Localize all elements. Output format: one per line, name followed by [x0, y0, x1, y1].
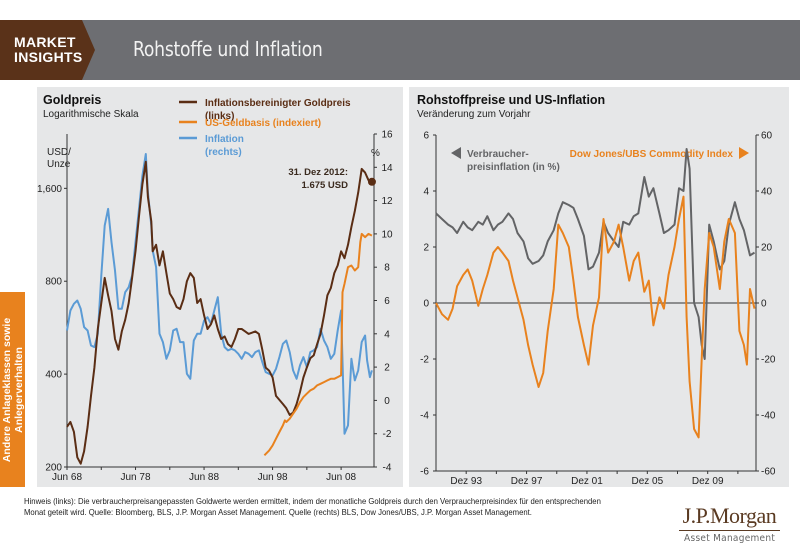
annotation-line1: 31. Dez 2012:	[288, 167, 348, 178]
badge-text: MARKET INSIGHTS	[14, 35, 83, 65]
y-right-tick-label: -40	[761, 411, 776, 422]
x-tick-label: Dez 09	[692, 476, 724, 487]
footnote-line1: Hinweis (links): Die verbraucherpreisang…	[24, 496, 601, 506]
sidebar-tab-line2: Anlegerverhalten	[12, 346, 25, 433]
legend-label: (links)	[205, 111, 234, 122]
gold-chart: Goldpreis Logarithmische Skala USD/ Unze…	[37, 93, 393, 484]
series-line-geldbasis	[263, 232, 373, 456]
x-tick-label: Jun 68	[52, 472, 82, 483]
series-lines	[435, 148, 756, 439]
badge-arrow	[82, 20, 95, 80]
y-left-tick-label: 800	[45, 277, 62, 288]
market-insights-badge	[0, 20, 82, 80]
y-left-tick-label: 400	[45, 370, 62, 381]
y-right-tick-label: 60	[761, 131, 773, 142]
x-tick-label: Jun 08	[326, 472, 356, 483]
y-right-tick-label: 4	[384, 329, 390, 340]
page-title: Rohstoffe und Inflation	[133, 37, 323, 61]
y-left-tick-label: 200	[45, 463, 62, 474]
y-right-tick-label: 40	[761, 187, 773, 198]
y-right-tick-label: 14	[381, 163, 393, 174]
x-tick-label: Jun 88	[189, 472, 219, 483]
y-right-tick-label: 6	[384, 296, 390, 307]
y-right-tick-label: 0	[761, 299, 767, 310]
left-arrow-icon	[451, 147, 461, 159]
series-line-commodity	[435, 195, 756, 439]
y-right-tick-label: 20	[761, 243, 773, 254]
y-right-tick-label: 0	[384, 396, 390, 407]
header-bar	[0, 20, 800, 80]
y-left-tick-label: 1,600	[37, 184, 62, 195]
y-left-tick-label: -2	[420, 355, 429, 366]
axes: 200 400 800 1,600 -4 -2 0 2 4 6 8 10 12 14 16 Jun 68 Jun…	[37, 130, 393, 484]
commodity-chart-panel: Rohstoffpreise und US-Inflation Veränder…	[409, 87, 789, 487]
legend: Verbraucher-preisinflation (in %) Dow Jon…	[451, 147, 749, 173]
y-left-tick-label: 6	[423, 131, 429, 142]
logo-subtitle: Asset Management	[683, 533, 775, 544]
chart-title: Rohstoffpreise und US-Inflation	[417, 93, 605, 107]
y-left-tick-label: 0	[423, 299, 429, 310]
x-tick-label: Jun 78	[121, 472, 151, 483]
y-left-label-line2: Unze	[47, 159, 71, 170]
sidebar-section-tab[interactable]: Andere Anlageklassen sowie Anlegerverhal…	[0, 292, 25, 487]
y-right-unit: %	[371, 148, 380, 159]
legend-label: (rechts)	[205, 147, 242, 158]
y-right-tick-label: 16	[381, 130, 393, 141]
legend-label: Inflation	[205, 134, 244, 145]
x-tick-label: Dez 93	[450, 476, 482, 487]
logo-wordmark: J.P.Morgan	[678, 503, 780, 531]
sidebar-tab-line1: Andere Anlageklassen sowie	[0, 317, 13, 462]
y-right-tick-label: -20	[761, 355, 776, 366]
sidebar-tab-label: Andere Anlageklassen sowie Anlegerverhal…	[1, 317, 25, 461]
chart-subtitle: Logarithmische Skala	[43, 109, 139, 120]
gold-chart-panel: Goldpreis Logarithmische Skala USD/ Unze…	[37, 87, 403, 487]
commodity-chart: Rohstoffpreise und US-Inflation Veränder…	[417, 93, 776, 488]
y-right-tick-label: -2	[383, 429, 392, 440]
y-left-tick-label: -4	[420, 411, 429, 422]
x-tick-label: Dez 97	[511, 476, 543, 487]
chart-subtitle: Veränderung zum Vorjahr	[417, 109, 531, 120]
legend-label: US-Geldbasis (indexiert)	[205, 118, 321, 129]
badge-line2: INSIGHTS	[14, 49, 83, 65]
legend-label: Dow Jones/UBS Commodity Index	[570, 149, 734, 160]
y-right-tick-label: 10	[381, 229, 393, 240]
series-line-inflation	[66, 153, 373, 435]
y-left-tick-label: -6	[420, 467, 429, 478]
footnote: Hinweis (links): Die verbraucherpreisang…	[24, 496, 619, 518]
y-right-tick-label: 2	[384, 363, 390, 374]
y-left-label-line1: USD/	[47, 147, 71, 158]
series-lines	[66, 153, 376, 465]
jpmorgan-logo: J.P.Morgan Asset Management	[678, 503, 780, 544]
x-tick-label: Dez 01	[571, 476, 603, 487]
badge-line1: MARKET	[14, 34, 76, 50]
endpoint-marker	[367, 177, 376, 186]
x-tick-label: Dez 05	[631, 476, 663, 487]
legend-label: Inflationsbereinigter Goldpreis	[205, 98, 351, 109]
legend-label: Verbraucher-	[467, 149, 529, 160]
y-right-tick-label: -60	[761, 467, 776, 478]
legend: Inflationsbereinigter Goldpreis (links)US…	[179, 98, 351, 158]
footnote-line2: Monat geteilt wird. Quelle: Bloomberg, B…	[24, 507, 532, 517]
legend-label: preisinflation (in %)	[467, 162, 560, 173]
y-right-tick-label: 8	[384, 263, 390, 274]
y-left-tick-label: 2	[423, 243, 429, 254]
y-left-tick-label: 4	[423, 187, 429, 198]
x-tick-label: Jun 98	[258, 472, 288, 483]
annotation-line2: 1.675 USD	[302, 180, 349, 191]
right-arrow-icon	[739, 147, 749, 159]
y-right-tick-label: -4	[383, 463, 392, 474]
chart-title: Goldpreis	[43, 93, 101, 107]
series-line-gold	[66, 160, 373, 465]
y-right-tick-label: 12	[381, 196, 393, 207]
